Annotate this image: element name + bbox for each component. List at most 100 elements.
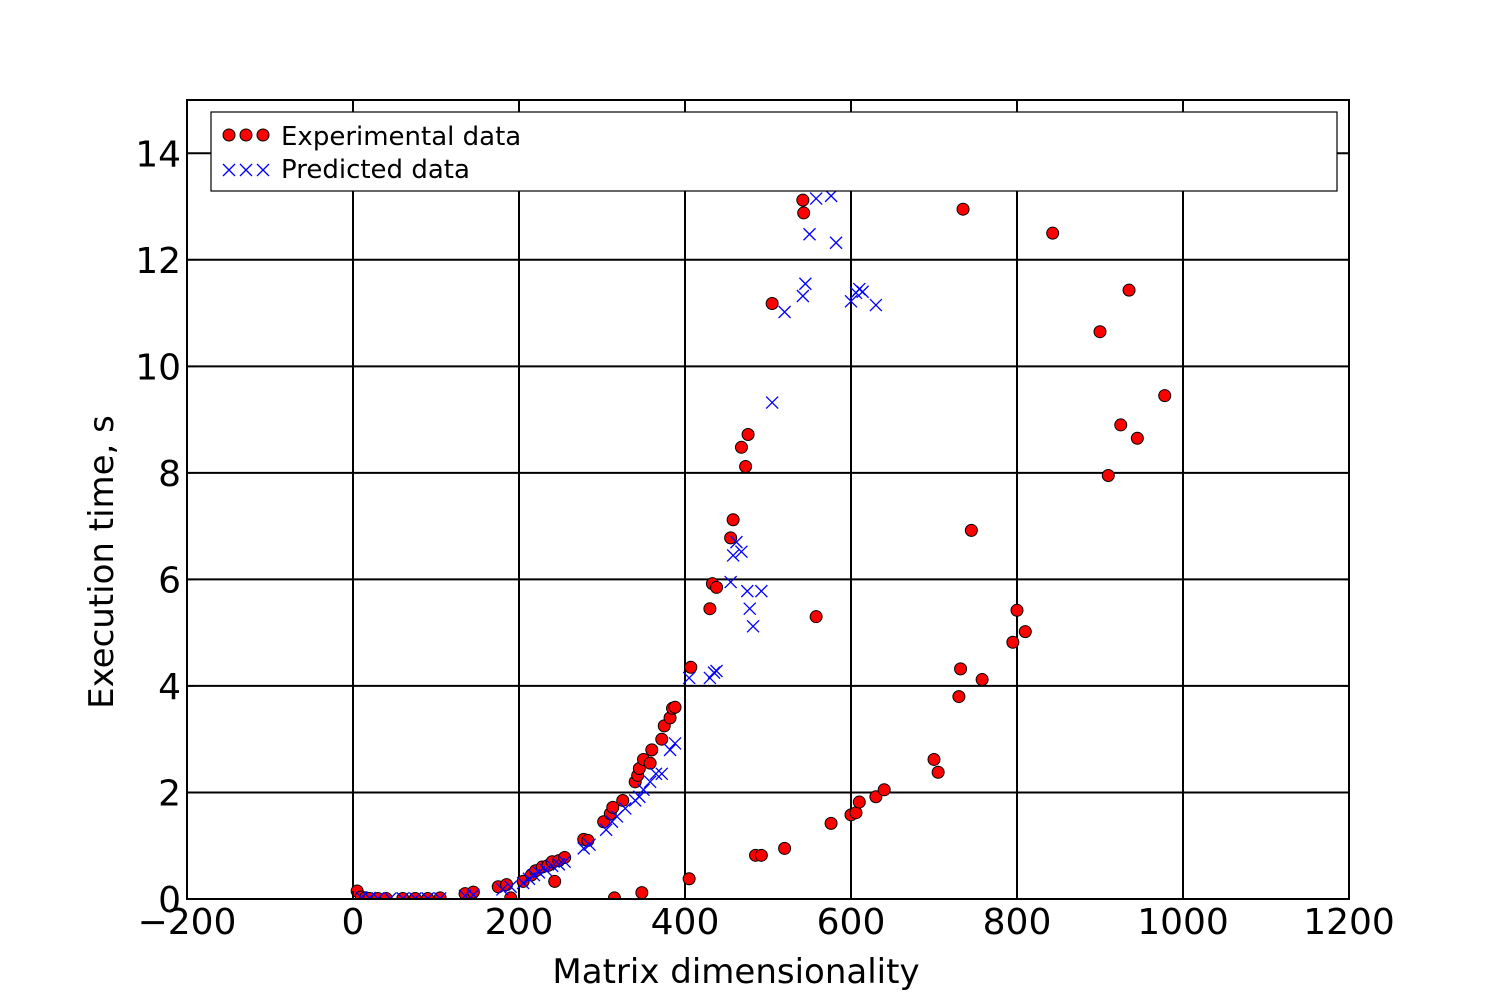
- predicted-point: [869, 298, 883, 312]
- points-clip-group: [350, 189, 1172, 899]
- experimental-point: [797, 206, 811, 220]
- predicted-point: [495, 882, 509, 896]
- y-tick-label: 14: [135, 134, 181, 175]
- experimental-point: [504, 891, 518, 899]
- experimental-point: [548, 874, 562, 888]
- experimental-point: [809, 610, 823, 624]
- experimental-point: [606, 800, 620, 814]
- predicted-point: [583, 838, 597, 852]
- predicted-point: [778, 305, 792, 319]
- experimental-point: [635, 886, 649, 899]
- predicted-point: [655, 767, 669, 781]
- experimental-point: [668, 700, 682, 714]
- experimental-point: [724, 531, 738, 545]
- predicted-point: [599, 823, 613, 837]
- predicted-point: [632, 790, 646, 804]
- predicted-point: [458, 889, 472, 899]
- predicted-point: [539, 863, 553, 877]
- legend-marker-experimental: [222, 128, 270, 142]
- predicted-point: [649, 767, 663, 781]
- experimental-point: [1101, 469, 1115, 483]
- legend-x-marker: [239, 163, 253, 177]
- predicted-point: [824, 189, 838, 203]
- experimental-point: [1018, 625, 1032, 639]
- experimental-point: [682, 872, 696, 886]
- x-axis-title: Matrix dimensionality: [552, 952, 919, 992]
- predicted-point: [726, 548, 740, 562]
- y-axis-title: Execution time, s: [82, 415, 122, 709]
- experimental-point: [734, 440, 748, 454]
- experimental-point: [433, 891, 447, 899]
- x-tick-label: 600: [817, 902, 886, 943]
- legend-x-marker: [222, 163, 236, 177]
- plot-frame: [186, 99, 1350, 900]
- experimental-point: [741, 428, 755, 442]
- experimental-point: [975, 673, 989, 687]
- x-tick-label: 400: [651, 902, 720, 943]
- experimental-point: [703, 602, 717, 616]
- legend-label-experimental: Experimental data: [281, 122, 521, 152]
- experimental-point: [877, 783, 891, 797]
- legend-circle-marker: [256, 128, 270, 142]
- experimental-point: [558, 850, 572, 864]
- predicted-point: [740, 584, 754, 598]
- predicted-point: [754, 584, 768, 598]
- legend-circle-marker: [222, 128, 236, 142]
- experimental-point: [710, 580, 724, 594]
- predicted-point: [668, 737, 682, 750]
- plot-points: [350, 189, 1172, 899]
- experimental-point: [645, 743, 659, 757]
- predicted-point: [504, 880, 518, 894]
- experimental-point: [607, 891, 621, 899]
- y-tick-label: 8: [158, 454, 181, 495]
- experimental-point: [1114, 418, 1128, 432]
- experimental-point: [1006, 635, 1020, 649]
- x-tick-label: −200: [138, 902, 237, 943]
- predicted-point: [577, 841, 591, 855]
- predicted-point: [765, 396, 779, 410]
- experimental-point: [778, 841, 792, 855]
- experimental-point: [754, 848, 768, 862]
- experimental-point: [655, 732, 669, 746]
- experimental-point: [852, 795, 866, 809]
- predicted-point: [618, 801, 632, 815]
- predicted-point: [663, 743, 677, 757]
- experimental-point: [1122, 283, 1136, 297]
- predicted-point: [856, 285, 870, 299]
- experimental-point: [1130, 431, 1144, 445]
- legend-marker-predicted: [222, 163, 270, 177]
- predicted-point: [532, 865, 546, 879]
- experimental-point: [796, 193, 810, 207]
- x-tick-label: 1200: [1303, 902, 1395, 943]
- legend: Experimental data Predicted data: [210, 111, 1338, 192]
- predicted-point: [730, 535, 743, 549]
- predicted-point: [682, 671, 696, 685]
- experimental-point: [684, 660, 698, 674]
- y-tick-label: 2: [158, 773, 181, 814]
- x-tick-label: 200: [485, 902, 554, 943]
- experimental-point: [824, 816, 838, 830]
- predicted-point: [734, 545, 748, 559]
- predicted-point: [637, 783, 650, 797]
- predicted-point: [746, 619, 760, 633]
- predicted-point: [710, 664, 723, 678]
- x-tick-label: 0: [342, 902, 365, 943]
- legend-label-predicted: Predicted data: [281, 155, 470, 185]
- experimental-point: [1046, 226, 1060, 240]
- experimental-point: [765, 296, 779, 310]
- experimental-point: [964, 523, 978, 537]
- experimental-point: [954, 662, 968, 676]
- experimental-point: [952, 690, 966, 704]
- y-tick-label: 10: [135, 347, 181, 388]
- predicted-point: [643, 775, 657, 789]
- predicted-point: [743, 602, 757, 616]
- predicted-point: [798, 277, 812, 291]
- predicted-point: [809, 192, 823, 206]
- experimental-point: [931, 765, 945, 779]
- experimental-point: [849, 806, 863, 820]
- legend-box: [210, 111, 1338, 192]
- experimental-point: [616, 793, 630, 807]
- predicted-series: [354, 189, 883, 899]
